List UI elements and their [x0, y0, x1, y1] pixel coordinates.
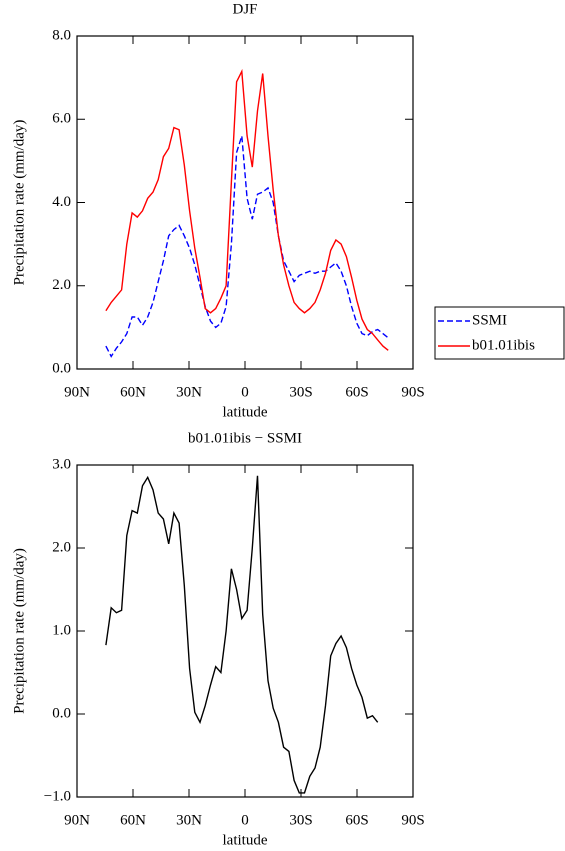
y-tick-label: 4.0 — [52, 194, 71, 210]
x-tick-label: 60N — [120, 812, 146, 828]
y-axis-label: Precipitation rate (mm/day) — [11, 120, 27, 286]
y-tick-label: 0.0 — [52, 705, 71, 721]
x-tick-label: 0 — [241, 384, 249, 400]
legend-label: SSMI — [472, 312, 507, 328]
chart-title: DJF — [232, 1, 257, 17]
x-axis-label: latitude — [223, 832, 268, 848]
x-tick-label: 90S — [401, 812, 424, 828]
x-tick-label: 90N — [64, 384, 90, 400]
y-tick-label: 6.0 — [52, 111, 71, 127]
y-tick-label: 3.0 — [52, 456, 71, 472]
legend-box — [434, 306, 565, 360]
legend-label: b01.01ibis — [472, 337, 535, 353]
y-tick-label: −1.0 — [44, 788, 71, 804]
chart-title: b01.01ibis − SSMI — [188, 430, 302, 446]
y-tick-label: 2.0 — [52, 277, 71, 293]
x-axis-label: latitude — [223, 404, 268, 420]
x-tick-label: 30S — [289, 812, 312, 828]
plot-frame — [76, 464, 414, 798]
x-tick-label: 0 — [241, 812, 249, 828]
y-tick-label: 2.0 — [52, 539, 71, 555]
x-tick-label: 60N — [120, 384, 146, 400]
x-tick-label: 90S — [401, 384, 424, 400]
x-tick-label: 90N — [64, 812, 90, 828]
data-line — [105, 135, 389, 358]
y-tick-label: 8.0 — [52, 27, 71, 43]
data-line — [105, 68, 389, 351]
y-tick-label: 0.0 — [52, 360, 71, 376]
y-axis-label: Precipitation rate (mm/day) — [11, 548, 27, 714]
x-tick-label: 30S — [289, 384, 312, 400]
x-tick-label: 30N — [176, 812, 202, 828]
x-tick-label: 60S — [345, 812, 368, 828]
data-line — [105, 475, 379, 794]
y-tick-label: 1.0 — [52, 622, 71, 638]
x-tick-label: 30N — [176, 384, 202, 400]
x-tick-label: 60S — [345, 384, 368, 400]
